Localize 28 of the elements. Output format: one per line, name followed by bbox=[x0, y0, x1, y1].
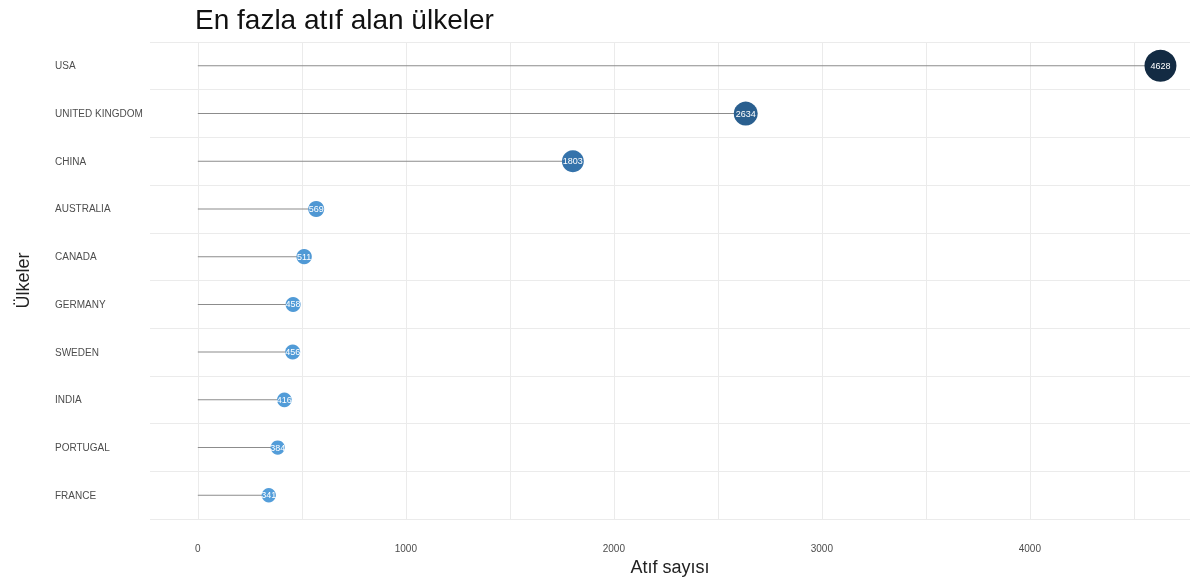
data-label: 456 bbox=[285, 347, 301, 358]
x-axis-title: Atıf sayısı bbox=[630, 557, 710, 577]
x-tick-label: 2000 bbox=[602, 542, 626, 554]
x-tick-label: 0 bbox=[195, 542, 202, 554]
data-label: 1803 bbox=[562, 156, 583, 167]
y-tick-label: AUSTRALIA bbox=[55, 203, 111, 215]
data-label: 384 bbox=[270, 442, 286, 453]
data-label: 2634 bbox=[735, 108, 756, 119]
y-tick-label: SWEDEN bbox=[55, 346, 99, 358]
x-tick-label: 1000 bbox=[394, 542, 418, 554]
y-tick-label: FRANCE bbox=[55, 489, 97, 501]
x-tick-label: 3000 bbox=[810, 542, 834, 554]
y-axis-title: Ülkeler bbox=[13, 252, 33, 309]
y-tick-label: PORTUGAL bbox=[55, 442, 111, 454]
y-tick-label: CANADA bbox=[55, 251, 97, 263]
y-tick-label: UNITED KINGDOM bbox=[55, 108, 143, 120]
data-label: 511 bbox=[296, 251, 312, 262]
data-label: 569 bbox=[308, 203, 324, 214]
y-tick-label: USA bbox=[55, 60, 76, 72]
y-tick-label: INDIA bbox=[55, 394, 82, 406]
y-tick-label: GERMANY bbox=[55, 298, 106, 310]
data-label: 416 bbox=[276, 394, 292, 405]
data-label: 4628 bbox=[1150, 60, 1171, 71]
y-tick-label: CHINA bbox=[55, 155, 87, 167]
chart-title: En fazla atıf alan ülkeler bbox=[195, 3, 494, 35]
data-label: 458 bbox=[285, 299, 301, 310]
data-label: 341 bbox=[261, 490, 277, 501]
x-tick-label: 4000 bbox=[1018, 542, 1042, 554]
